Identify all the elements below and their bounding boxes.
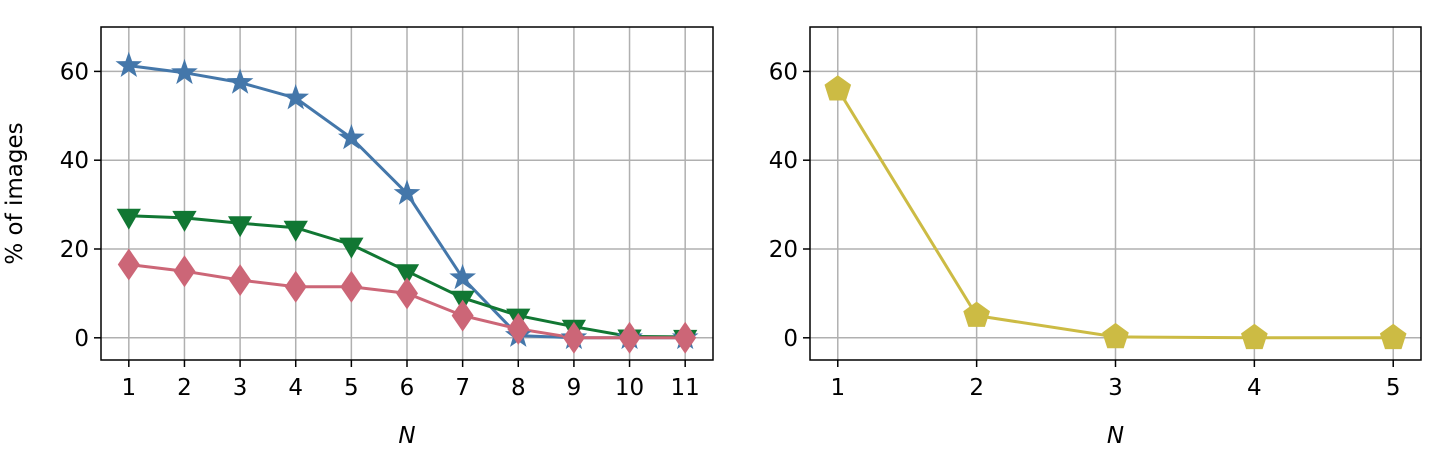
y-tick-label: 0 xyxy=(783,326,798,352)
marker xyxy=(172,210,197,232)
marker xyxy=(451,299,474,332)
marker xyxy=(226,68,254,94)
x-tick-label: 9 xyxy=(567,375,582,401)
x-tick-label: 5 xyxy=(1386,375,1401,401)
marker xyxy=(283,220,308,242)
marker xyxy=(115,51,143,77)
marker xyxy=(117,248,140,281)
x-tick-label: 10 xyxy=(615,375,644,401)
marker xyxy=(396,277,418,310)
marker xyxy=(116,208,141,230)
plot-area xyxy=(824,75,1407,350)
x-tick-label: 1 xyxy=(121,375,136,401)
x-tick-label: 2 xyxy=(969,375,984,401)
y-tick-label: 40 xyxy=(769,148,798,174)
y-tick-label: 20 xyxy=(769,237,798,263)
x-tick-label: 7 xyxy=(455,375,470,401)
x-axis-label: N xyxy=(1107,423,1124,449)
x-tick-label: 8 xyxy=(511,375,526,401)
marker xyxy=(449,263,476,290)
marker xyxy=(963,301,990,327)
marker xyxy=(173,255,196,288)
y-tick-label: 20 xyxy=(60,237,89,263)
marker xyxy=(674,321,697,354)
marker xyxy=(1102,322,1129,349)
marker xyxy=(394,264,420,286)
marker xyxy=(562,321,585,354)
x-tick-label: 4 xyxy=(288,375,303,401)
y-tick-label: 40 xyxy=(60,148,89,174)
marker xyxy=(284,270,307,303)
plot-area xyxy=(115,51,699,354)
marker xyxy=(393,179,421,205)
x-tick-label: 3 xyxy=(233,375,248,401)
x-axis-label: N xyxy=(398,423,415,449)
y-tick-label: 0 xyxy=(74,326,89,352)
marker xyxy=(340,270,363,303)
marker xyxy=(824,75,852,101)
marker xyxy=(171,58,198,85)
x-tick-label: 1 xyxy=(830,375,845,401)
marker xyxy=(1241,323,1268,350)
x-tick-label: 11 xyxy=(671,375,700,401)
axes-frame xyxy=(809,26,1422,361)
x-tick-label: 6 xyxy=(400,375,415,401)
y-tick-label: 60 xyxy=(769,59,798,85)
axes-frame xyxy=(100,26,714,361)
marker xyxy=(339,237,364,259)
marker xyxy=(338,124,365,150)
marker xyxy=(282,84,309,110)
x-tick-label: 2 xyxy=(177,375,192,401)
x-tick-label: 3 xyxy=(1108,375,1123,401)
subplot: 0 20 40 60 1 2 3 4 5 6 7 8 9 10 11 N % of images xyxy=(2,26,714,449)
y-tick-label: 60 xyxy=(60,59,89,85)
x-tick-label: 5 xyxy=(344,375,359,401)
marker xyxy=(507,312,530,345)
marker xyxy=(229,264,252,297)
y-axis-label: % of images xyxy=(2,122,28,264)
marker xyxy=(618,321,641,354)
marker xyxy=(228,216,253,238)
marker xyxy=(1379,323,1407,350)
x-tick-label: 4 xyxy=(1247,375,1262,401)
subplot: 0 20 40 60 1 2 3 4 5 N xyxy=(769,26,1422,449)
